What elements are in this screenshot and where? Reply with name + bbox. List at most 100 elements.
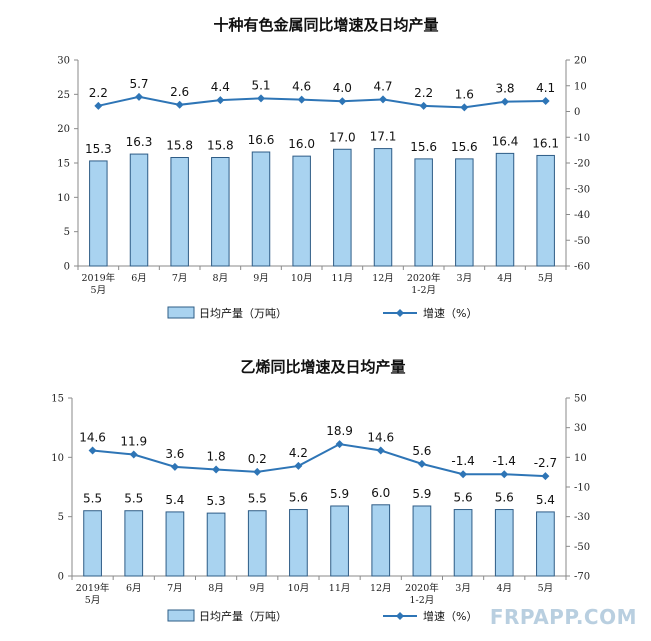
line-value-label: 4.7 — [373, 79, 392, 93]
line-value-label: 4.6 — [292, 80, 311, 94]
line-point — [135, 92, 143, 101]
y-tick-label: 10 — [57, 193, 70, 204]
y-tick-label: 0 — [58, 572, 64, 583]
line-value-label: 4.1 — [536, 81, 555, 95]
bar — [494, 509, 514, 577]
x-tick-label: 3月 — [457, 273, 473, 284]
y-tick-label: 15 — [51, 394, 64, 405]
line-point — [379, 95, 387, 104]
bar — [333, 148, 352, 267]
y2-tick-label: -50 — [574, 236, 590, 247]
line-point — [216, 96, 225, 105]
watermark-text: FRPAPP.COM — [489, 605, 637, 629]
line-value-label: 1.6 — [455, 87, 474, 101]
y-tick-label: 10 — [51, 453, 64, 464]
x-tick-label: 11月 — [329, 583, 351, 594]
legend-bar-label: 日均产量（万吨） — [199, 609, 287, 623]
bar-value-label: 5.5 — [248, 492, 267, 506]
line-value-label: -1.4 — [493, 454, 516, 468]
line-point — [212, 465, 221, 474]
bar-value-label: 5.6 — [495, 491, 514, 505]
x-tick-label: 9月 — [253, 273, 269, 284]
bar — [124, 510, 144, 577]
y-tick-label: 0 — [64, 262, 70, 273]
line-value-label: 11.9 — [120, 435, 147, 449]
bar — [289, 509, 308, 577]
bar — [371, 504, 391, 577]
line-value-label: 5.7 — [129, 77, 148, 91]
chart-2: 乙烯同比增速及日均产量 0 5 10 15 -70 -50 -30 -10 10 30 50 2019年… — [51, 358, 590, 623]
bar-value-label: 16.0 — [288, 137, 315, 151]
line-point — [335, 440, 344, 449]
line-value-label: 4.2 — [289, 446, 308, 460]
line-point — [170, 462, 179, 471]
chart-1: 十种有色金属同比增速及日均产量 0 5 10 15 20 25 30 -60 -50 -40 -30 -… — [57, 16, 590, 320]
y2-tick-label: -20 — [574, 159, 590, 170]
bar-value-label: 16.6 — [248, 133, 275, 147]
line-point — [419, 101, 428, 110]
y2-tick-label: -50 — [574, 542, 590, 553]
x-tick-label: 5月 — [538, 273, 554, 284]
bar-value-label: 5.9 — [330, 487, 349, 501]
line-point — [257, 94, 265, 103]
line-point — [94, 101, 103, 110]
y-tick-label: 15 — [57, 159, 70, 170]
line-value-label: 3.8 — [495, 82, 514, 96]
line-point — [501, 97, 509, 106]
y2-tick-label: -60 — [574, 262, 590, 273]
bar-value-label: 6.0 — [371, 486, 390, 500]
x-tick-label: 4月 — [496, 583, 512, 594]
bar-value-label: 16.3 — [126, 135, 153, 149]
bar — [170, 157, 189, 267]
line-point — [459, 470, 468, 479]
line-point — [129, 450, 138, 459]
growth-line — [92, 443, 546, 478]
line-point — [500, 470, 509, 479]
bar-value-label: 5.5 — [83, 492, 102, 506]
x-tick-label: 11月 — [332, 273, 354, 284]
growth-line — [98, 95, 546, 109]
x-tick-label: 10月 — [288, 583, 310, 594]
line-value-label: 5.1 — [251, 78, 270, 92]
y2-tick-label: -40 — [574, 210, 590, 221]
x-tick-label: 12月 — [372, 273, 394, 284]
bar — [453, 509, 473, 577]
line-point — [460, 103, 469, 112]
x-tick-label: 5月 — [538, 583, 554, 594]
line-value-label: 2.6 — [170, 85, 189, 99]
x-tick-label: 7月 — [172, 273, 188, 284]
legend-line-label: 增速（%） — [423, 609, 477, 623]
line-value-label: 0.2 — [248, 452, 267, 466]
bar — [495, 152, 515, 267]
bar-value-label: 15.8 — [166, 139, 193, 153]
line-value-label: 4.0 — [333, 81, 352, 95]
bar-value-label: 17.0 — [329, 130, 356, 144]
bar-value-label: 15.6 — [451, 140, 478, 154]
bar — [129, 153, 149, 267]
bar-value-label: 16.1 — [532, 136, 559, 150]
bar — [251, 151, 271, 267]
y2-tick-label: -10 — [574, 133, 590, 144]
bar — [536, 511, 555, 577]
line-value-label: 2.2 — [414, 86, 433, 100]
bar-value-label: 15.6 — [410, 140, 437, 154]
x-tick-label: 6月 — [131, 273, 147, 284]
y2-tick-label: -10 — [574, 483, 590, 494]
bar-value-label: 5.4 — [165, 493, 184, 507]
chart-title: 十种有色金属同比增速及日均产量 — [213, 16, 438, 34]
y2-tick-label: 50 — [574, 394, 587, 405]
line-point — [294, 461, 303, 470]
x-tick-label: 3月 — [455, 583, 471, 594]
x-tick-label: 10月 — [291, 273, 313, 284]
bar-value-label: 15.3 — [85, 142, 112, 156]
line-value-label: 18.9 — [326, 424, 353, 438]
line-value-label: 14.6 — [367, 431, 394, 445]
bar — [83, 510, 102, 577]
x-tick-label: 2020年 1-2月 — [405, 582, 439, 606]
bar — [536, 154, 555, 267]
legend-bar-swatch — [167, 609, 195, 622]
bar-value-label: 5.3 — [207, 494, 226, 508]
bar — [414, 158, 433, 267]
y2-tick-label: 30 — [574, 423, 587, 434]
